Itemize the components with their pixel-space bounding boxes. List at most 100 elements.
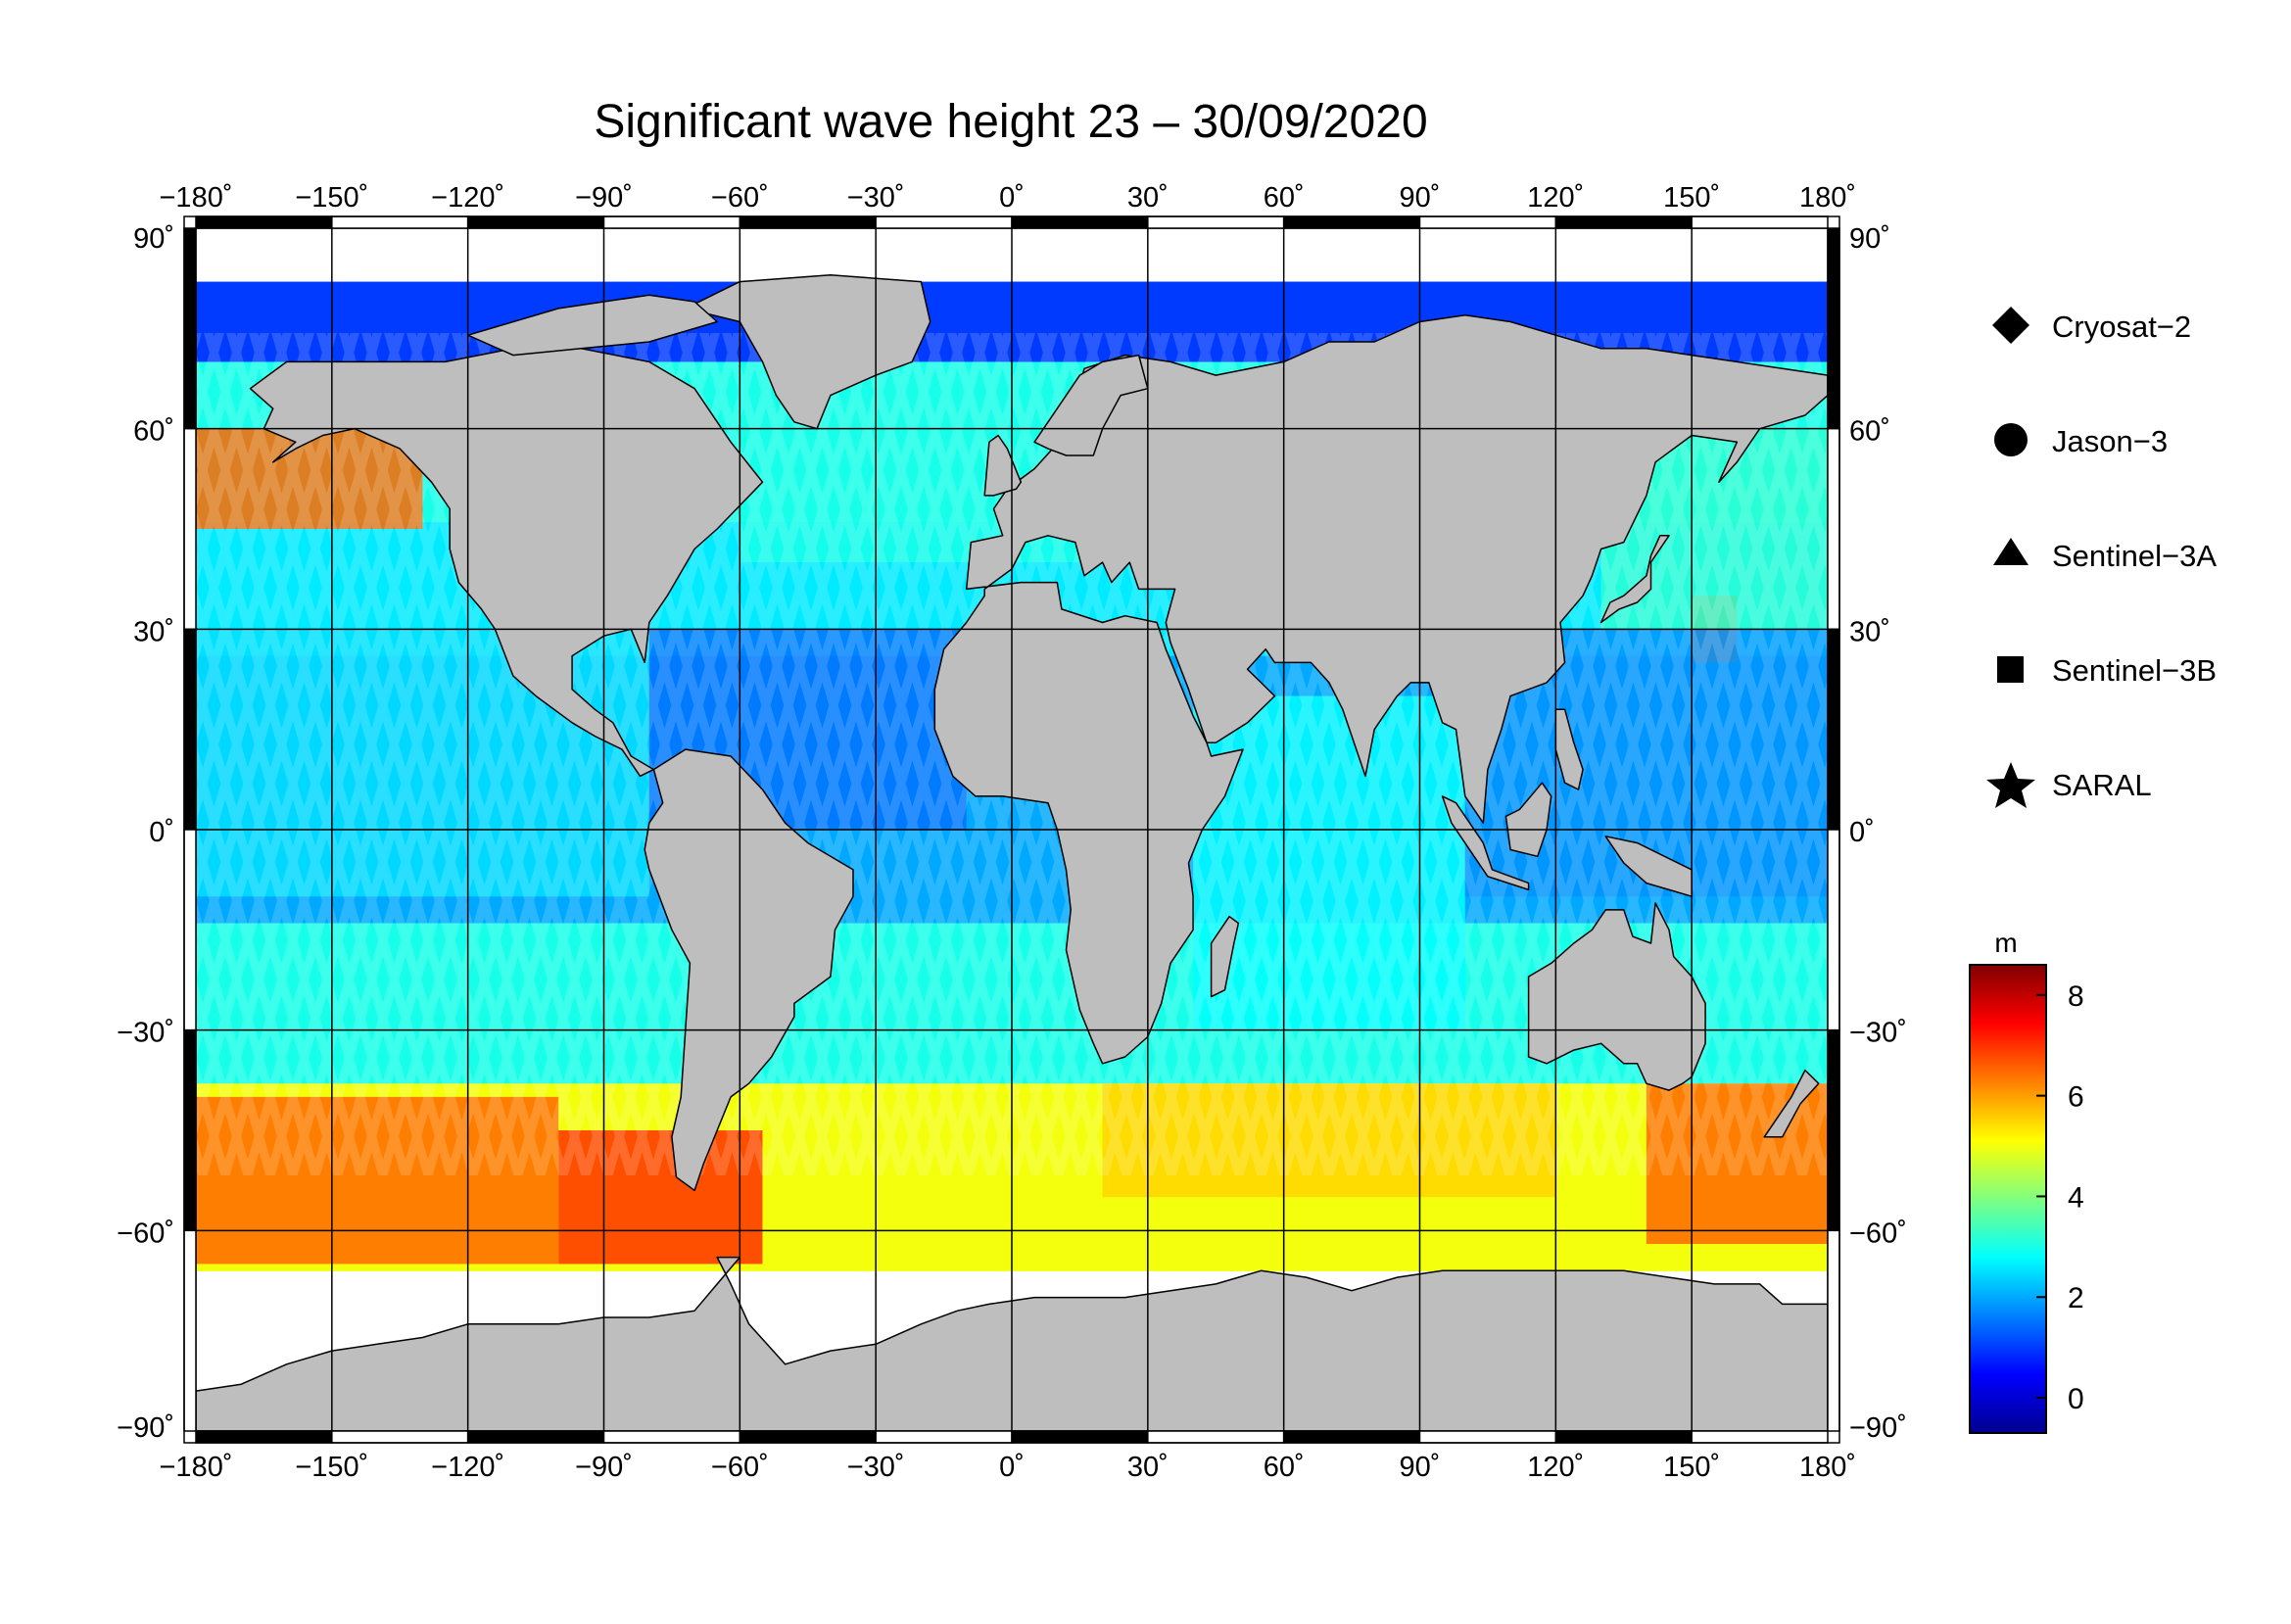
land-japan xyxy=(1599,535,1670,624)
land-layer xyxy=(196,274,1828,1431)
land-philippines xyxy=(1554,708,1584,790)
longitude-tick-label: −90˚ xyxy=(575,182,633,214)
longitude-tick-label: 60˚ xyxy=(1264,182,1305,214)
star-icon xyxy=(1986,762,2035,808)
colorbar: m 0 2 4 6 8 xyxy=(1969,928,2084,1434)
frame-segment-bottom xyxy=(739,1430,877,1444)
land-scandinavia-fill xyxy=(1033,354,1149,456)
longitude-tick-label: −150˚ xyxy=(295,182,368,214)
latitude-tick-label: −90˚ xyxy=(117,1412,174,1444)
frame-segment-top xyxy=(1418,215,1557,229)
triangle-icon xyxy=(1993,538,2028,565)
longitude-tick-label: 60˚ xyxy=(1264,1452,1305,1483)
latitude-tick-label: −60˚ xyxy=(117,1218,174,1249)
colorbar-tick-label: 0 xyxy=(2068,1383,2084,1415)
latitude-tick-label: 90˚ xyxy=(1849,223,1890,255)
latitude-tick-label: 60˚ xyxy=(1849,416,1890,448)
frame-segment-bottom xyxy=(1691,1430,1829,1444)
frame-segment-right xyxy=(1827,427,1840,631)
frame-outline xyxy=(183,215,1840,1444)
longitude-tick-label: −120˚ xyxy=(431,182,504,214)
circle-icon xyxy=(1994,423,2028,456)
frame-segment-bottom xyxy=(1554,1430,1693,1444)
frame-segment-left xyxy=(183,227,197,430)
colorbar-gradient xyxy=(1969,964,2047,1434)
longitude-tick-label: −120˚ xyxy=(431,1452,504,1483)
colorbar-tick-label: 4 xyxy=(2068,1181,2084,1214)
longitude-tick-label: −30˚ xyxy=(847,1452,905,1483)
colorbar-tick-label: 8 xyxy=(2068,980,2084,1013)
land-madagascar xyxy=(1210,915,1240,998)
land-sumatra-java xyxy=(1441,795,1530,891)
frame-segment-bottom xyxy=(1147,1430,1285,1444)
frame-segment-top xyxy=(331,215,469,229)
frame-segment-right xyxy=(1827,1229,1840,1432)
land-north-america xyxy=(249,348,764,778)
longitude-labels-bottom: −180˚ −150˚ −120˚ −90˚ −60˚ −30˚ 0˚ 30˚ 60˚ 90˚ 12… xyxy=(160,1452,1857,1483)
legend-label: Jason−3 xyxy=(2052,424,2168,458)
frame-segment-top xyxy=(1691,215,1829,229)
frame-segment-bottom xyxy=(466,1430,605,1444)
frame-segment-bottom xyxy=(1282,1430,1421,1444)
longitude-tick-label: −60˚ xyxy=(711,1452,769,1483)
longitude-tick-label: 0˚ xyxy=(999,1452,1025,1483)
latitude-labels-left: 90˚ 60˚ 30˚ 0˚ −30˚ −60˚ −90˚ xyxy=(117,223,174,1444)
colorbar-tick-label: 2 xyxy=(2068,1282,2084,1314)
frame-segment-bottom xyxy=(1011,1430,1149,1444)
latitude-tick-label: 90˚ xyxy=(133,223,174,255)
longitude-tick-label: 30˚ xyxy=(1127,1452,1169,1483)
land-new-zealand xyxy=(1763,1069,1820,1138)
frame-segment-right xyxy=(1827,1028,1840,1232)
frame-segment-top xyxy=(739,215,877,229)
legend: Cryosat−2 Jason−3 Sentinel−3A Sentinel−3… xyxy=(1986,307,2217,808)
frame-segment-right xyxy=(1827,227,1840,430)
frame-segment-bottom xyxy=(331,1430,469,1444)
longitude-tick-label: 150˚ xyxy=(1663,182,1720,214)
legend-label: Cryosat−2 xyxy=(2052,310,2191,344)
latitude-tick-label: −30˚ xyxy=(117,1018,174,1049)
frame-segment-left xyxy=(183,829,197,1031)
land-australia xyxy=(1527,902,1706,1091)
latitude-tick-label: 0˚ xyxy=(1849,817,1875,848)
colorbar-ticks: 0 2 4 6 8 xyxy=(2036,980,2084,1415)
longitude-tick-label: −180˚ xyxy=(160,1452,233,1483)
land-arctic-islands xyxy=(466,294,718,357)
colorbar-tick-label: 6 xyxy=(2068,1081,2084,1114)
frame-segment-top xyxy=(1554,215,1693,229)
longitude-tick-label: 90˚ xyxy=(1400,1452,1441,1483)
frame-segment-top xyxy=(1011,215,1149,229)
legend-label: Sentinel−3A xyxy=(2052,539,2217,573)
longitude-labels-top: −180˚ −150˚ −120˚ −90˚ −60˚ −30˚ 0˚ 30˚ 60˚ 90˚ 12… xyxy=(160,182,1857,214)
latitude-tick-label: 30˚ xyxy=(133,616,174,647)
map-area: −180˚ −150˚ −120˚ −90˚ −60˚ −30˚ 0˚ 30˚ 60˚ 90˚ 12… xyxy=(117,182,1907,1483)
frame-segment-left xyxy=(183,1028,197,1232)
longitude-tick-label: −30˚ xyxy=(847,182,905,214)
longitude-tick-label: 90˚ xyxy=(1400,182,1441,214)
legend-item-jason-3: Jason−3 xyxy=(1994,423,2168,458)
frame-segment-left xyxy=(183,1229,197,1432)
latitude-tick-label: 0˚ xyxy=(149,817,174,848)
latitude-tick-label: 60˚ xyxy=(133,416,174,448)
longitude-tick-label: 180˚ xyxy=(1799,182,1856,214)
land-eurasia-africa xyxy=(933,313,1828,1065)
legend-label: Sentinel−3B xyxy=(2052,653,2217,688)
frame-segment-top xyxy=(1282,215,1421,229)
latitude-tick-label: −30˚ xyxy=(1849,1018,1907,1049)
legend-item-sentinel-3b: Sentinel−3B xyxy=(1997,653,2217,688)
colorbar-unit: m xyxy=(1994,928,2017,958)
frame-segment-top xyxy=(602,215,741,229)
legend-item-cryosat-2: Cryosat−2 xyxy=(1992,307,2191,344)
frame-segment-left xyxy=(183,628,197,831)
square-icon xyxy=(1997,656,2024,683)
diamond-icon xyxy=(1992,307,2029,344)
longitude-tick-label: 180˚ xyxy=(1799,1452,1856,1483)
longitude-tick-label: −180˚ xyxy=(160,182,233,214)
longitude-tick-label: 30˚ xyxy=(1127,182,1169,214)
legend-item-sentinel-3a: Sentinel−3A xyxy=(1993,538,2217,573)
frame-segment-bottom xyxy=(602,1430,741,1444)
legend-label: SARAL xyxy=(2052,768,2152,802)
map-frame xyxy=(183,215,1840,1444)
land-indonesia-borneo xyxy=(1504,782,1552,858)
longitude-tick-label: −60˚ xyxy=(711,182,769,214)
